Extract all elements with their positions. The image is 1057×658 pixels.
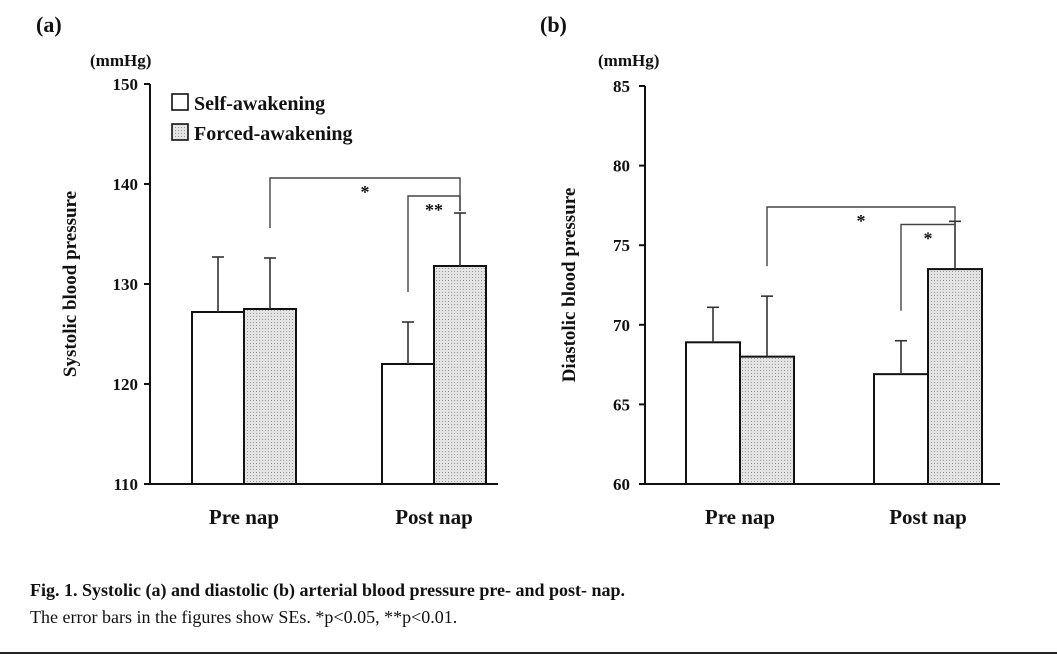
y-tick-label: 80 xyxy=(613,157,630,176)
y-tick-label: 120 xyxy=(113,375,139,394)
y-tick-label: 130 xyxy=(113,275,139,294)
bottom-rule xyxy=(0,652,1057,654)
legend-swatch xyxy=(171,93,189,111)
y-tick-label: 140 xyxy=(113,175,139,194)
caption-note: The error bars in the figures show SEs. … xyxy=(30,607,458,627)
y-axis-label: Diastolic blood pressure xyxy=(559,188,580,383)
bar xyxy=(739,355,795,486)
significance-label: * xyxy=(857,211,866,231)
significance-bracket xyxy=(407,195,461,292)
legend-swatch xyxy=(171,123,189,141)
bar xyxy=(927,268,983,485)
category-label: Post nap xyxy=(395,505,473,529)
significance-label: * xyxy=(361,182,370,202)
y-tick-label: 60 xyxy=(613,475,630,494)
y-tick-label: 150 xyxy=(113,75,139,94)
bar xyxy=(243,308,297,485)
significance-bracket xyxy=(269,177,461,228)
category-label: Pre nap xyxy=(209,505,279,529)
significance-label: * xyxy=(924,229,933,249)
panel-b-diastolic-chart: (b) (mmHg) Diastolic blood pressure 60 65 70 7… xyxy=(540,12,1000,529)
y-axis-label: Systolic blood pressure xyxy=(60,191,81,377)
legend-label: Self-awakening xyxy=(194,93,325,115)
panel-a-systolic-chart: (a) (mmHg) Systolic blood pressure 110 120 13… xyxy=(36,12,498,529)
panel-label: (b) xyxy=(540,12,567,37)
caption-title: Fig. 1. Systolic (a) and diastolic (b) a… xyxy=(30,580,626,600)
y-tick-label: 85 xyxy=(613,77,630,96)
bar xyxy=(381,363,435,485)
y-tick-label: 110 xyxy=(113,475,138,494)
category-label: Pre nap xyxy=(705,505,775,529)
panel-label: (a) xyxy=(36,12,62,37)
y-tick-label: 70 xyxy=(613,316,630,335)
figure-caption: Fig. 1. Systolic (a) and diastolic (b) a… xyxy=(30,580,1030,628)
legend-label: Forced-awakening xyxy=(194,123,353,145)
bar xyxy=(191,311,245,485)
bar xyxy=(685,341,741,486)
significance-label: ** xyxy=(425,200,443,220)
category-label: Post nap xyxy=(889,505,967,529)
y-tick-label: 75 xyxy=(613,236,630,255)
significance-bracket xyxy=(900,219,956,311)
significance-bracket xyxy=(766,206,956,267)
bar xyxy=(873,373,929,486)
y-axis-unit: (mmHg) xyxy=(598,51,659,70)
y-tick-label: 65 xyxy=(613,395,630,414)
bar xyxy=(433,265,487,485)
y-axis-unit: (mmHg) xyxy=(90,51,151,70)
